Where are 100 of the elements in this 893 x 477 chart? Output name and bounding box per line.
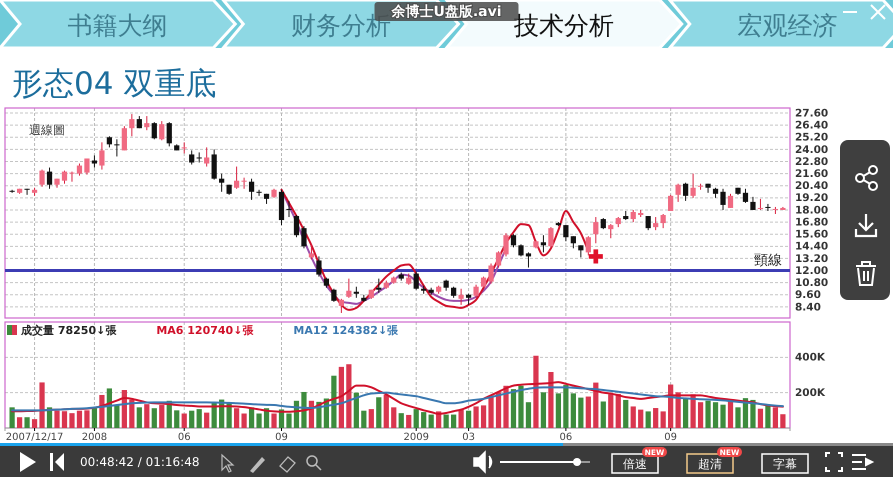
- bar: [241, 414, 247, 428]
- y-tick-label: 26.40: [795, 120, 828, 132]
- bar: [526, 402, 532, 428]
- candlestick: [368, 289, 374, 300]
- candlestick: [152, 122, 157, 140]
- candlestick: [406, 273, 412, 286]
- bar: [76, 410, 82, 428]
- bar: [189, 410, 194, 428]
- candlestick: [503, 232, 509, 257]
- bar: [384, 394, 389, 428]
- y-tick-label: 9.60: [795, 289, 821, 302]
- candlestick: [414, 271, 419, 290]
- bar: [204, 412, 210, 428]
- candlestick: [676, 183, 681, 202]
- candlestick: [76, 163, 82, 176]
- candlestick: [630, 209, 636, 223]
- candlestick: [62, 170, 68, 184]
- bar: [600, 402, 606, 428]
- x-tick-label: 2008: [82, 432, 108, 444]
- y-tick-label: 20.40: [795, 180, 828, 192]
- candlestick: [84, 158, 90, 176]
- candlestick: [586, 236, 591, 256]
- bar: [54, 410, 60, 428]
- candlestick: [129, 114, 134, 137]
- bar: [368, 409, 374, 428]
- legend-label: 成交量 78250↓張: [20, 324, 118, 337]
- candlestick: [354, 286, 359, 298]
- bar: [780, 414, 786, 428]
- bar: [24, 417, 30, 428]
- text: 技术分析: [513, 11, 614, 40]
- candlestick: [331, 288, 337, 302]
- candlestick: [750, 196, 756, 210]
- candlestick: [271, 188, 277, 198]
- candlestick: [54, 178, 60, 188]
- bar: [638, 410, 644, 428]
- candlestick: [653, 216, 658, 231]
- bar: [159, 405, 164, 428]
- bar: [623, 400, 628, 428]
- bar: [653, 408, 658, 428]
- bar: [578, 398, 584, 428]
- candlestick: [114, 138, 120, 157]
- bar: [92, 408, 98, 428]
- candlestick: [451, 286, 456, 298]
- bar: [563, 385, 568, 428]
- bar: [540, 392, 546, 428]
- candlestick: [458, 288, 464, 306]
- candlestick: [122, 126, 127, 151]
- candlestick: [204, 146, 210, 168]
- candlestick: [728, 193, 734, 208]
- bar: [608, 394, 614, 428]
- y-tick-label: 15.60: [795, 228, 828, 241]
- candlestick: [316, 256, 322, 278]
- candlestick: [338, 298, 344, 314]
- candlestick: [136, 116, 142, 129]
- y-tick-label: 25.20: [795, 132, 828, 144]
- bar: [616, 394, 621, 428]
- candlestick: [248, 178, 254, 200]
- y-tick-label: 10.80: [795, 277, 828, 290]
- candlestick: [466, 293, 472, 306]
- bar: [510, 389, 516, 428]
- x-tick-label: 09: [664, 432, 678, 444]
- bar: [586, 396, 591, 428]
- candlestick: [742, 188, 748, 204]
- y-tick-label: 200K: [795, 387, 826, 400]
- candlestick: [690, 173, 696, 198]
- text: 书籍大纲: [68, 11, 168, 40]
- bar: [16, 417, 22, 428]
- candlestick: [473, 284, 479, 298]
- candlestick: [324, 277, 330, 288]
- text: 宏观经济: [737, 11, 838, 40]
- candlestick: [593, 216, 598, 244]
- bar: [136, 407, 142, 428]
- candlestick: [623, 210, 628, 221]
- bar: [144, 404, 150, 428]
- bar: [705, 400, 711, 428]
- candlestick: [758, 198, 764, 210]
- text: 字幕: [773, 457, 797, 471]
- bar: [518, 386, 524, 428]
- bar: [466, 410, 472, 428]
- candlestick: [241, 177, 247, 190]
- bar: [391, 407, 396, 428]
- bar: [129, 400, 134, 428]
- line-series: [11, 386, 784, 412]
- y-tick-label: 13.20: [795, 252, 828, 265]
- bar: [682, 398, 688, 428]
- bar: [196, 409, 202, 428]
- bar: [772, 407, 778, 428]
- bar: [286, 414, 292, 428]
- bar: [152, 408, 157, 428]
- bar: [32, 419, 38, 428]
- y-tick-label: 14.40: [795, 240, 828, 253]
- candlestick: [563, 224, 568, 242]
- candlestick: [182, 142, 187, 154]
- bar: [728, 400, 734, 428]
- bar: [668, 384, 674, 428]
- bar: [361, 410, 366, 428]
- candlestick: [518, 244, 524, 257]
- bar: [473, 406, 479, 428]
- bar: [660, 411, 666, 428]
- x-tick-label: 2007/12/17: [6, 432, 64, 444]
